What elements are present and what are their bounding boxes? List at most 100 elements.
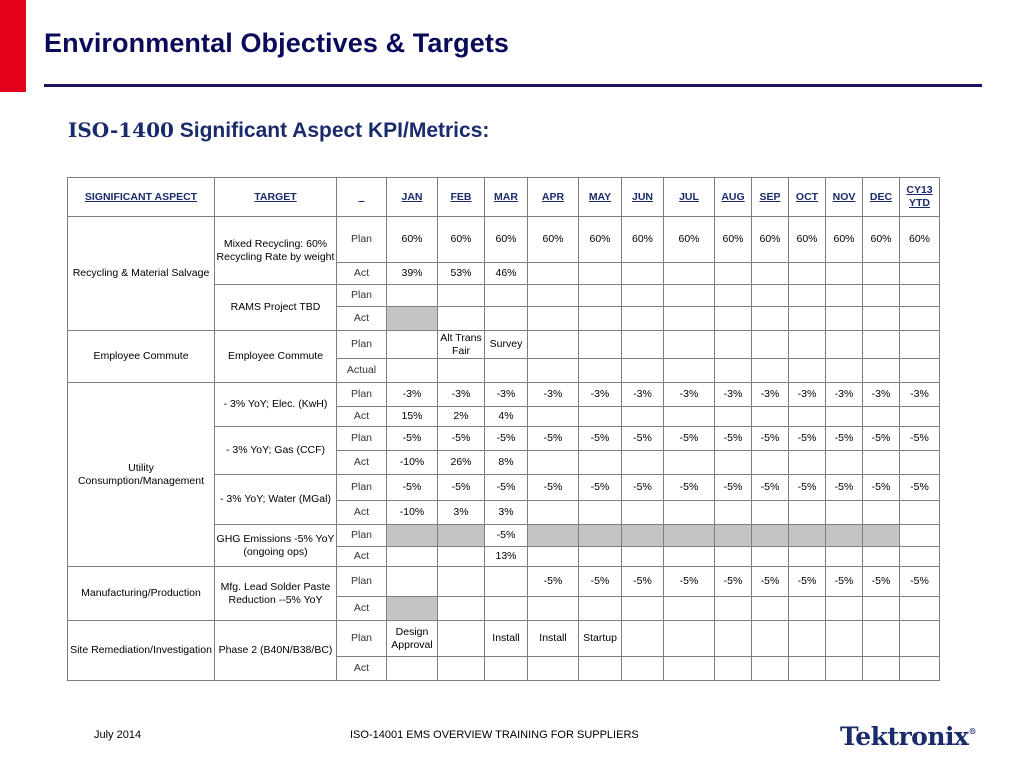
month-cell: -5% <box>578 474 622 501</box>
aspect-cell: Manufacturing/Production <box>67 566 215 621</box>
month-cell <box>527 546 579 567</box>
month-cell <box>527 406 579 427</box>
plan-act-label: Act <box>336 596 387 621</box>
month-cell: 3% <box>437 500 485 525</box>
plan-act-label: Act <box>336 656 387 681</box>
month-cell: -5% <box>899 426 940 451</box>
column-header: OCT <box>788 177 826 217</box>
table-row: Recycling & Material Salvage Mixed Recycl… <box>67 216 940 331</box>
target-cell: - 3% YoY; Water (MGal) <box>214 474 337 525</box>
month-cell <box>621 620 664 657</box>
plan-act-label: Plan <box>336 566 387 597</box>
kpi-table: SIGNIFICANT ASPECT TARGET _ JAN FEB MAR APR MAY… <box>67 177 940 681</box>
month-cell: -5% <box>862 474 900 501</box>
month-cell: Alt Trans Fair <box>437 330 485 359</box>
month-cell <box>862 546 900 567</box>
month-cell <box>899 620 940 657</box>
month-cell: -3% <box>386 382 438 407</box>
month-cell: -5% <box>484 524 528 547</box>
month-cell: 60% <box>386 216 438 263</box>
month-cell <box>386 656 438 681</box>
month-cell <box>899 546 940 567</box>
plan-act-label: Plan <box>336 524 387 547</box>
month-cell <box>899 524 940 547</box>
month-cell <box>578 500 622 525</box>
logo-text: Tektronix <box>840 722 969 751</box>
month-cell <box>663 450 715 475</box>
month-cell <box>386 358 438 383</box>
aspect-cell: Recycling & Material Salvage <box>67 216 215 331</box>
month-cell <box>527 306 579 331</box>
target-cell: - 3% YoY; Gas (CCF) <box>214 426 337 475</box>
month-cell: -5% <box>621 566 664 597</box>
month-cell <box>621 284 664 307</box>
month-cell <box>386 566 438 597</box>
month-cell: -5% <box>788 474 826 501</box>
subtitle-prefix: ISO-1400 <box>68 118 174 142</box>
month-cell <box>527 358 579 383</box>
month-cell: -5% <box>527 566 579 597</box>
month-cell <box>751 524 789 547</box>
month-cell: 60% <box>751 216 789 263</box>
month-cell <box>386 306 438 331</box>
month-cell <box>788 656 826 681</box>
aspect-cell: Utility Consumption/Management <box>67 382 215 567</box>
tektronix-logo: Tektronix® <box>840 722 976 751</box>
month-cell <box>621 596 664 621</box>
column-header: JUL <box>663 177 715 217</box>
month-cell: 60% <box>899 216 940 263</box>
month-cell <box>788 406 826 427</box>
month-cell <box>663 656 715 681</box>
month-cell <box>714 596 752 621</box>
month-cell <box>825 596 863 621</box>
month-cell <box>862 358 900 383</box>
month-cell <box>825 656 863 681</box>
target-cell: Mixed Recycling: 60% Recycling Rate by w… <box>214 216 337 285</box>
month-cell <box>437 566 485 597</box>
month-cell: -5% <box>825 426 863 451</box>
month-cell <box>862 306 900 331</box>
column-header: APR <box>527 177 579 217</box>
month-cell <box>484 284 528 307</box>
month-cell: -5% <box>751 426 789 451</box>
column-header: JAN <box>386 177 438 217</box>
table-row: Act 15% 2% 4% <box>68 406 940 427</box>
column-header: AUG <box>714 177 752 217</box>
month-cell <box>386 546 438 567</box>
month-cell <box>899 330 940 359</box>
month-cell <box>751 406 789 427</box>
month-cell <box>751 450 789 475</box>
month-cell <box>751 330 789 359</box>
subtitle-text: Significant Aspect KPI/Metrics: <box>173 119 490 142</box>
month-cell <box>663 358 715 383</box>
month-cell: Startup <box>578 620 622 657</box>
month-cell <box>484 656 528 681</box>
month-cell <box>714 406 752 427</box>
month-cell: -5% <box>484 474 528 501</box>
month-cell <box>825 406 863 427</box>
month-cell <box>578 284 622 307</box>
column-header: SIGNIFICANT ASPECT <box>67 177 215 217</box>
month-cell <box>899 500 940 525</box>
page-title: Environmental Objectives & Targets <box>44 28 510 58</box>
month-cell <box>621 406 664 427</box>
month-cell: 60% <box>862 216 900 263</box>
month-cell <box>621 358 664 383</box>
month-cell <box>578 306 622 331</box>
table-row: - 3% YoY; Gas (CCF) Plan -5% -5% -5% -5% -5% -5… <box>68 426 940 475</box>
month-cell: -5% <box>527 426 579 451</box>
month-cell <box>621 330 664 359</box>
column-header: NOV <box>825 177 863 217</box>
month-cell: 60% <box>621 216 664 263</box>
footer-title: ISO-14001 EMS OVERVIEW TRAINING FOR SUPP… <box>350 729 639 741</box>
table-row: Act <box>68 306 940 331</box>
month-cell: 60% <box>825 216 863 263</box>
month-cell: -5% <box>899 474 940 501</box>
month-cell <box>751 284 789 307</box>
month-cell <box>437 284 485 307</box>
month-cell: -5% <box>437 474 485 501</box>
month-cell <box>621 306 664 331</box>
plan-act-label: Act <box>336 306 387 331</box>
month-cell: 60% <box>484 216 528 263</box>
month-cell <box>751 596 789 621</box>
